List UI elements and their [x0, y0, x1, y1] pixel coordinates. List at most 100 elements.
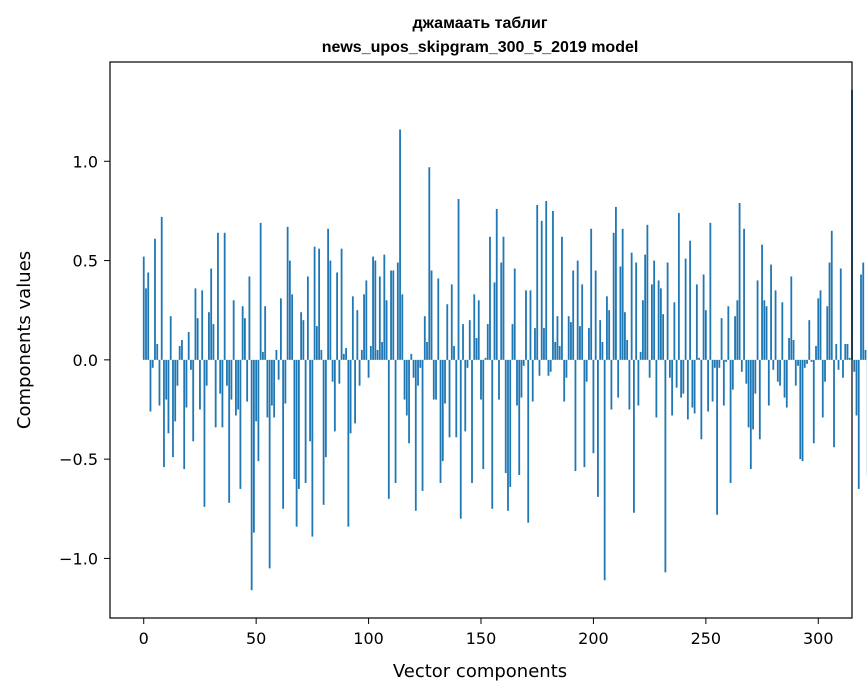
bar-45 — [244, 318, 246, 360]
bar-212 — [619, 266, 622, 360]
bar-109 — [387, 359, 390, 499]
bar-284 — [781, 302, 784, 360]
bar-4 — [151, 359, 154, 368]
y-tick-label: 0.0 — [73, 351, 98, 370]
bar-187 — [563, 359, 566, 402]
bar-200 — [592, 359, 595, 454]
bar-36 — [223, 232, 226, 360]
bar-67 — [293, 359, 296, 479]
bar-188 — [565, 359, 568, 378]
y-tick-label: 0.5 — [73, 252, 98, 271]
bar-92 — [349, 359, 352, 434]
bar-136 — [448, 359, 451, 438]
bar-86 — [336, 272, 338, 360]
bar-255 — [716, 359, 718, 515]
bar-31 — [212, 324, 215, 360]
bar-135 — [446, 304, 449, 360]
bar-161 — [504, 359, 507, 474]
bar-94 — [354, 359, 356, 424]
bar-139 — [455, 359, 458, 438]
bar-320 — [862, 262, 865, 360]
y-tick-label: −1.0 — [59, 549, 98, 568]
bar-68 — [295, 359, 298, 527]
bar-69 — [297, 359, 300, 489]
bar-281 — [774, 290, 777, 360]
bar-242 — [686, 359, 689, 420]
bar-84 — [331, 359, 334, 382]
bar-232 — [664, 359, 667, 573]
bar-148 — [475, 338, 478, 360]
bar-206 — [606, 296, 608, 360]
bar-269 — [747, 359, 750, 428]
bar-169 — [522, 359, 525, 366]
bar-241 — [684, 258, 687, 360]
bar-1 — [145, 288, 147, 360]
bar-35 — [221, 359, 224, 428]
y-tick-label: 1.0 — [73, 152, 98, 171]
bar-292 — [799, 359, 802, 460]
bar-279 — [770, 264, 772, 360]
bar-70 — [300, 312, 303, 360]
bar-254 — [713, 359, 716, 368]
bar-199 — [590, 228, 593, 360]
bar-47 — [248, 276, 251, 360]
bar-72 — [304, 359, 307, 483]
bar-27 — [203, 359, 206, 507]
bar-74 — [309, 359, 312, 442]
x-tick-label: 100 — [353, 629, 384, 648]
bar-17 — [181, 340, 183, 360]
bar-193 — [576, 260, 579, 360]
x-axis-ticks: 0 50 100 150 200 250 300 — [139, 618, 834, 648]
bar-178 — [543, 328, 545, 360]
x-tick-label: 0 — [139, 629, 149, 648]
bar-61 — [279, 298, 282, 360]
bar-202 — [597, 359, 599, 497]
bar-5 — [154, 238, 156, 360]
bar-239 — [680, 359, 683, 398]
bar-290 — [794, 359, 797, 386]
bar-0 — [142, 256, 145, 360]
bar-115 — [401, 294, 404, 360]
bar-25 — [199, 359, 201, 410]
bar-208 — [610, 359, 613, 410]
bar-186 — [561, 236, 563, 360]
bar-251 — [707, 359, 709, 412]
bar-59 — [275, 349, 278, 360]
bar-247 — [698, 357, 700, 360]
bar-119 — [410, 353, 413, 360]
bar-11 — [167, 359, 170, 434]
bar-221 — [639, 351, 642, 360]
bar-137 — [450, 284, 453, 360]
bar-107 — [383, 254, 386, 360]
bar-267 — [743, 228, 745, 360]
bar-219 — [635, 262, 638, 360]
bar-302 — [821, 359, 824, 418]
bar-99 — [365, 280, 368, 360]
bar-120 — [412, 359, 415, 378]
bar-201 — [594, 270, 597, 360]
bar-66 — [291, 294, 294, 360]
bar-131 — [437, 278, 440, 360]
bar-26 — [201, 290, 204, 360]
bar-225 — [648, 359, 651, 378]
x-tick-label: 150 — [466, 629, 497, 648]
bar-140 — [457, 199, 460, 360]
bar-153 — [486, 324, 489, 360]
bar-143 — [464, 359, 467, 432]
bar-231 — [662, 314, 665, 360]
bar-229 — [657, 280, 660, 360]
bar-97 — [360, 349, 363, 360]
bar-106 — [381, 341, 383, 360]
bar-118 — [408, 359, 410, 444]
bar-295 — [806, 359, 808, 364]
bars-group — [142, 89, 867, 591]
bar-266 — [740, 359, 743, 372]
bar-142 — [462, 324, 464, 360]
bar-167 — [518, 359, 521, 476]
bar-105 — [378, 276, 381, 360]
bar-30 — [210, 268, 213, 360]
bar-83 — [329, 260, 332, 360]
bar-124 — [421, 359, 424, 491]
bar-53 — [262, 351, 264, 360]
